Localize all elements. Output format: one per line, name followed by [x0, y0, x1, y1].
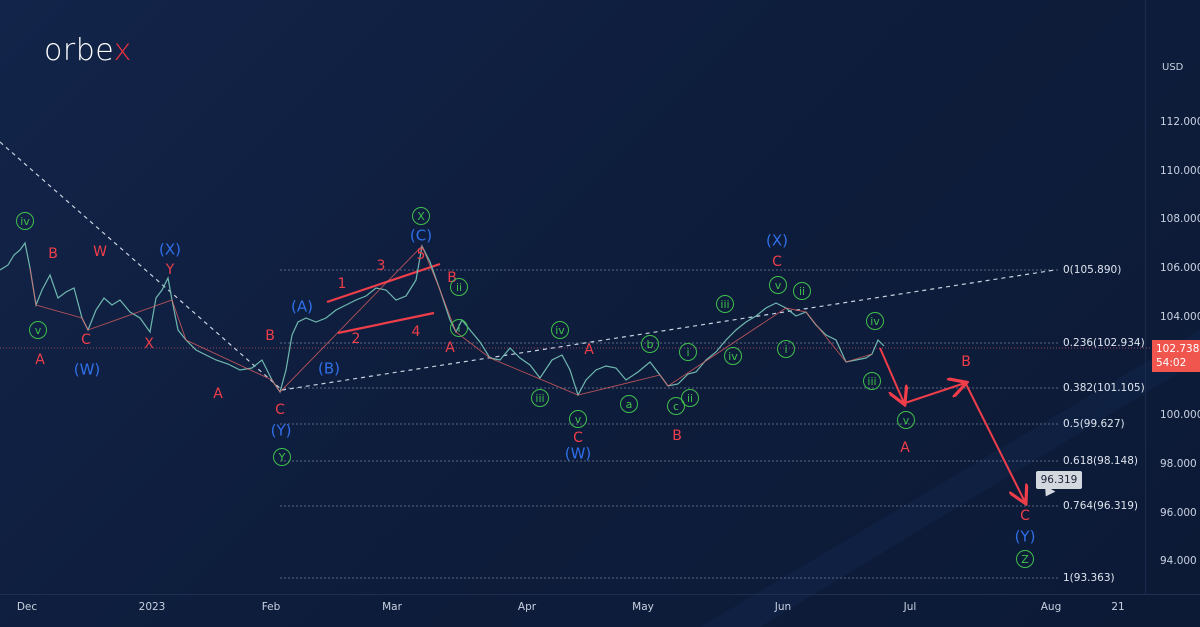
- wave-label-green: iii: [863, 372, 881, 390]
- fib-level-label: 0.236(102.934): [1063, 337, 1145, 349]
- time-axis-divider: [0, 594, 1200, 595]
- target-price-callout: 96.319: [1036, 471, 1082, 489]
- wave-label-green: v: [769, 276, 787, 294]
- wave-label-blue: (X): [159, 240, 181, 259]
- wave-label-blue: (A): [291, 297, 313, 316]
- wave-label-red: A: [445, 340, 455, 356]
- fib-level-label: 0.764(96.319): [1063, 500, 1138, 512]
- wave-label-red: C: [772, 254, 782, 270]
- uptrend-line: [281, 269, 1056, 391]
- wave-label-red: X: [144, 336, 154, 352]
- wave-label-red: 4: [411, 324, 421, 340]
- fib-level-label: 1(93.363): [1063, 572, 1115, 584]
- wave-label-red: C: [275, 402, 285, 418]
- wave-label-blue: (W): [564, 444, 592, 463]
- x-tick: May: [632, 601, 654, 613]
- wave-label-green: iii: [531, 389, 549, 407]
- price-axis-divider: [1145, 0, 1146, 595]
- wave-label-blue: (C): [409, 226, 433, 245]
- x-tick: 2023: [138, 601, 166, 613]
- x-tick: Jun: [774, 601, 792, 613]
- wave-label-green: v: [897, 411, 915, 429]
- x-tick: Dec: [16, 601, 38, 613]
- y-tick: 106.000: [1160, 262, 1200, 274]
- wave-label-green: iii: [716, 295, 734, 313]
- fib-level-label: 0(105.890): [1063, 264, 1122, 276]
- wave-label-green: a: [620, 395, 638, 413]
- wave-label-red: W: [93, 244, 107, 260]
- wave-label-red: Y: [165, 262, 175, 278]
- y-tick: 98.000: [1160, 458, 1197, 470]
- x-tick: Aug: [1040, 601, 1062, 613]
- wave-label-red: A: [35, 352, 45, 368]
- wave-label-green: i: [679, 343, 697, 361]
- wave-label-blue: (Y): [1014, 527, 1036, 546]
- wave-label-red: A: [213, 386, 223, 402]
- y-tick: 104.000: [1160, 311, 1200, 323]
- wedge-lower-line: [337, 311, 435, 335]
- forecast-path: [879, 347, 1025, 502]
- wave-label-green: b: [641, 335, 659, 353]
- wave-label-red: B: [447, 270, 457, 286]
- wave-label-red: C: [573, 430, 583, 446]
- y-tick: 94.000: [1160, 555, 1197, 567]
- currency-label: USD: [1162, 62, 1184, 73]
- wave-label-red: 5: [416, 247, 426, 263]
- wave-label-green: v: [569, 410, 587, 428]
- wave-label-green: iv: [866, 312, 884, 330]
- price-series: [0, 241, 885, 397]
- downtrend-line: [0, 141, 283, 391]
- current-price-badge: 102.738 54:02: [1152, 340, 1200, 372]
- wave-label-green: iv: [724, 347, 742, 365]
- wave-label-green: i: [777, 340, 795, 358]
- wedge-upper-line: [326, 262, 441, 304]
- wave-label-green: ii: [681, 389, 699, 407]
- y-tick: 110.000: [1160, 165, 1200, 177]
- y-tick: 112.000: [1160, 116, 1200, 128]
- wave-label-red: C: [1020, 508, 1030, 524]
- fib-level-label: 0.5(99.627): [1063, 418, 1125, 430]
- wave-label-red: B: [48, 246, 58, 262]
- wave-label-red: 2: [351, 331, 361, 347]
- wave-label-green: ii: [793, 282, 811, 300]
- wave-label-green: c: [667, 397, 685, 415]
- wave-label-blue: (X): [766, 231, 788, 250]
- wave-label-red: A: [900, 440, 910, 456]
- current-price: 102.738: [1156, 343, 1200, 355]
- y-tick: 96.000: [1160, 507, 1197, 519]
- wave-label-red: 1: [337, 276, 347, 292]
- wave-label-green: X: [412, 207, 430, 225]
- wave-label-blue: (Y): [270, 421, 292, 440]
- wave-label-red: C: [81, 332, 91, 348]
- wave-label-green: iv: [16, 212, 34, 230]
- wave-label-green: Z: [1016, 550, 1034, 568]
- wave-label-red: B: [672, 428, 682, 444]
- wave-label-blue: (B): [318, 359, 340, 378]
- wave-label-red: B: [265, 328, 275, 344]
- wave-label-green: Y: [273, 448, 291, 466]
- wave-label-red: B: [961, 354, 971, 370]
- fibonacci-lines: [280, 269, 1058, 579]
- wave-label-red: A: [584, 342, 594, 358]
- wave-label-blue: (W): [73, 360, 101, 379]
- orbex-logo: orbex: [44, 33, 132, 68]
- fib-level-label: 0.382(101.105): [1063, 382, 1145, 394]
- y-tick: 100.000: [1160, 409, 1200, 421]
- fib-level-label: 0.618(98.148): [1063, 455, 1138, 467]
- x-tick: Jul: [903, 601, 917, 613]
- x-tick: Feb: [261, 601, 281, 613]
- wave-label-green: iv: [551, 321, 569, 339]
- wave-label-red: 3: [376, 258, 386, 274]
- x-tick: Mar: [382, 601, 402, 613]
- wave-label-green: v: [29, 321, 47, 339]
- wave-label-green: ii: [450, 278, 468, 296]
- y-tick: 108.000: [1160, 213, 1200, 225]
- x-tick: 21: [1111, 601, 1125, 613]
- bar-countdown: 54:02: [1156, 357, 1187, 369]
- x-tick: Apr: [517, 601, 537, 613]
- wave-label-green: i: [450, 319, 468, 337]
